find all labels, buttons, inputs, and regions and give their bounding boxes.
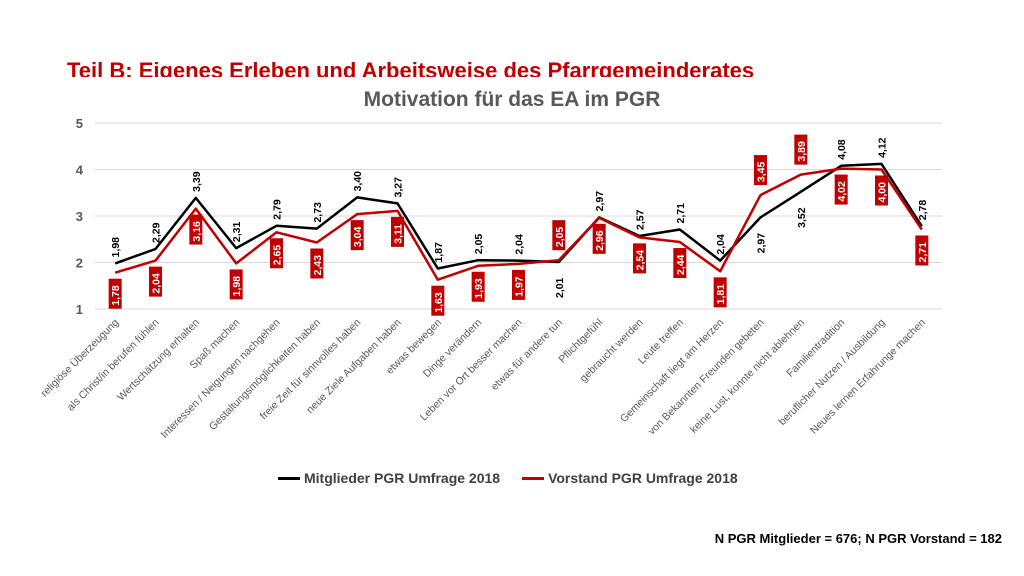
data-label-mitglieder: 1,87 [433,242,445,263]
data-label-box-vorstand [431,285,445,316]
data-label-box-vorstand [552,220,566,251]
data-label-box-vorstand [713,277,727,308]
data-label-mitglieder: 4,08 [836,139,848,160]
chart-legend: Mitglieder PGR Umfrage 2018 Vorstand PGR… [278,470,738,486]
data-label-mitglieder: 1,98 [110,237,122,258]
sample-size-footnote: N PGR Mitglieder = 676; N PGR Vorstand =… [714,531,1002,546]
data-label-box-vorstand [512,269,525,300]
data-label-vorstand: 2,05 [554,227,566,248]
data-label-box-vorstand [794,134,808,165]
data-label-mitglieder: 2,05 [473,234,485,255]
slide-title: Teil B: Eigenes Erleben und Arbeitsweise… [67,58,755,77]
data-label-box-vorstand [875,175,888,206]
series-line-vorstand [114,167,923,281]
legend-label-mitglieder: Mitglieder PGR Umfrage 2018 [304,470,501,486]
data-label-mitglieder: 2,97 [756,233,768,254]
y-tick-label: 4 [76,163,84,178]
data-label-box-vorstand [834,174,848,205]
data-label-mitglieder: 3,27 [393,177,405,198]
data-label-vorstand: 1,81 [715,284,727,305]
data-label-mitglieder: 2,31 [231,221,243,242]
y-tick-label: 1 [76,302,83,317]
data-label-vorstand: 1,98 [231,276,243,297]
data-label-box-vorstand [391,216,404,247]
legend-label-vorstand: Vorstand PGR Umfrage 2018 [548,470,738,486]
data-label-box-vorstand [592,223,606,254]
y-tick-label: 3 [76,209,83,224]
data-label-mitglieder: 2,01 [554,277,566,298]
x-tick-label: religiöse Überzeugung [39,317,122,400]
data-label-vorstand: 3,11 [393,224,405,244]
data-label-mitglieder: 2,97 [594,191,606,212]
data-label-vorstand: 3,16 [191,221,203,242]
data-label-box-vorstand [471,271,485,302]
data-label-box-vorstand [229,269,243,300]
data-label-mitglieder: 3,52 [796,207,808,228]
data-label-vorstand: 1,97 [514,276,526,297]
data-label-mitglieder: 2,78 [917,200,929,221]
data-label-vorstand: 3,04 [352,227,364,248]
data-label-vorstand: 2,71 [917,242,929,263]
legend-swatch-vorstand [522,476,545,480]
data-label-mitglieder: 3,39 [191,171,203,192]
legend-swatch-mitglieder [278,476,300,480]
y-tick-label: 5 [76,116,83,131]
data-label-mitglieder: 2,57 [635,209,647,230]
x-tick-label: Wertschätzung erhalten [115,317,202,404]
data-label-vorstand: 1,63 [433,292,445,313]
data-label-box-vorstand [149,266,162,297]
data-label-mitglieder: 2,73 [312,202,324,223]
x-tick-label: etwas für andere tun [489,317,565,393]
data-label-mitglieder: 2,29 [151,222,163,243]
data-label-vorstand: 2,43 [312,255,324,276]
data-label-vorstand: 2,96 [594,230,606,251]
data-label-vorstand: 3,89 [796,141,808,162]
data-label-mitglieder: 3,40 [352,171,364,192]
data-label-vorstand: 2,04 [151,273,163,294]
data-label-box-vorstand [310,248,324,279]
data-label-box-vorstand [915,235,929,266]
legend-item-mitglieder[interactable]: Mitglieder PGR Umfrage 2018 [278,470,500,486]
data-label-mitglieder: 2,79 [272,199,284,220]
data-label-vorstand: 4,00 [877,182,889,203]
data-label-vorstand: 3,45 [756,161,768,182]
data-label-box-vorstand [350,220,364,251]
chart-title: Motivation für das EA im PGR [363,88,661,111]
data-label-vorstand: 2,44 [675,254,687,275]
data-label-vorstand: 1,78 [110,285,122,306]
data-label-vorstand: 1,93 [473,278,485,299]
data-label-vorstand: 2,54 [635,250,647,271]
data-label-vorstand: 4,02 [836,181,848,202]
data-label-mitglieder: 4,12 [877,137,889,158]
legend-item-vorstand[interactable]: Vorstand PGR Umfrage 2018 [522,470,738,486]
data-label-mitglieder: 2,04 [715,234,727,255]
data-label-box-vorstand [189,214,203,245]
data-label-box-vorstand [673,248,687,279]
data-label-box-vorstand [633,243,646,274]
data-label-mitglieder: 2,71 [675,203,687,224]
data-label-box-vorstand [754,155,767,186]
series-line-mitglieder [114,162,923,270]
data-label-box-vorstand [108,278,122,309]
data-label-box-vorstand [270,238,283,269]
y-tick-label: 2 [76,256,83,271]
data-label-vorstand: 2,65 [272,245,284,266]
data-label-mitglieder: 2,04 [514,234,526,255]
